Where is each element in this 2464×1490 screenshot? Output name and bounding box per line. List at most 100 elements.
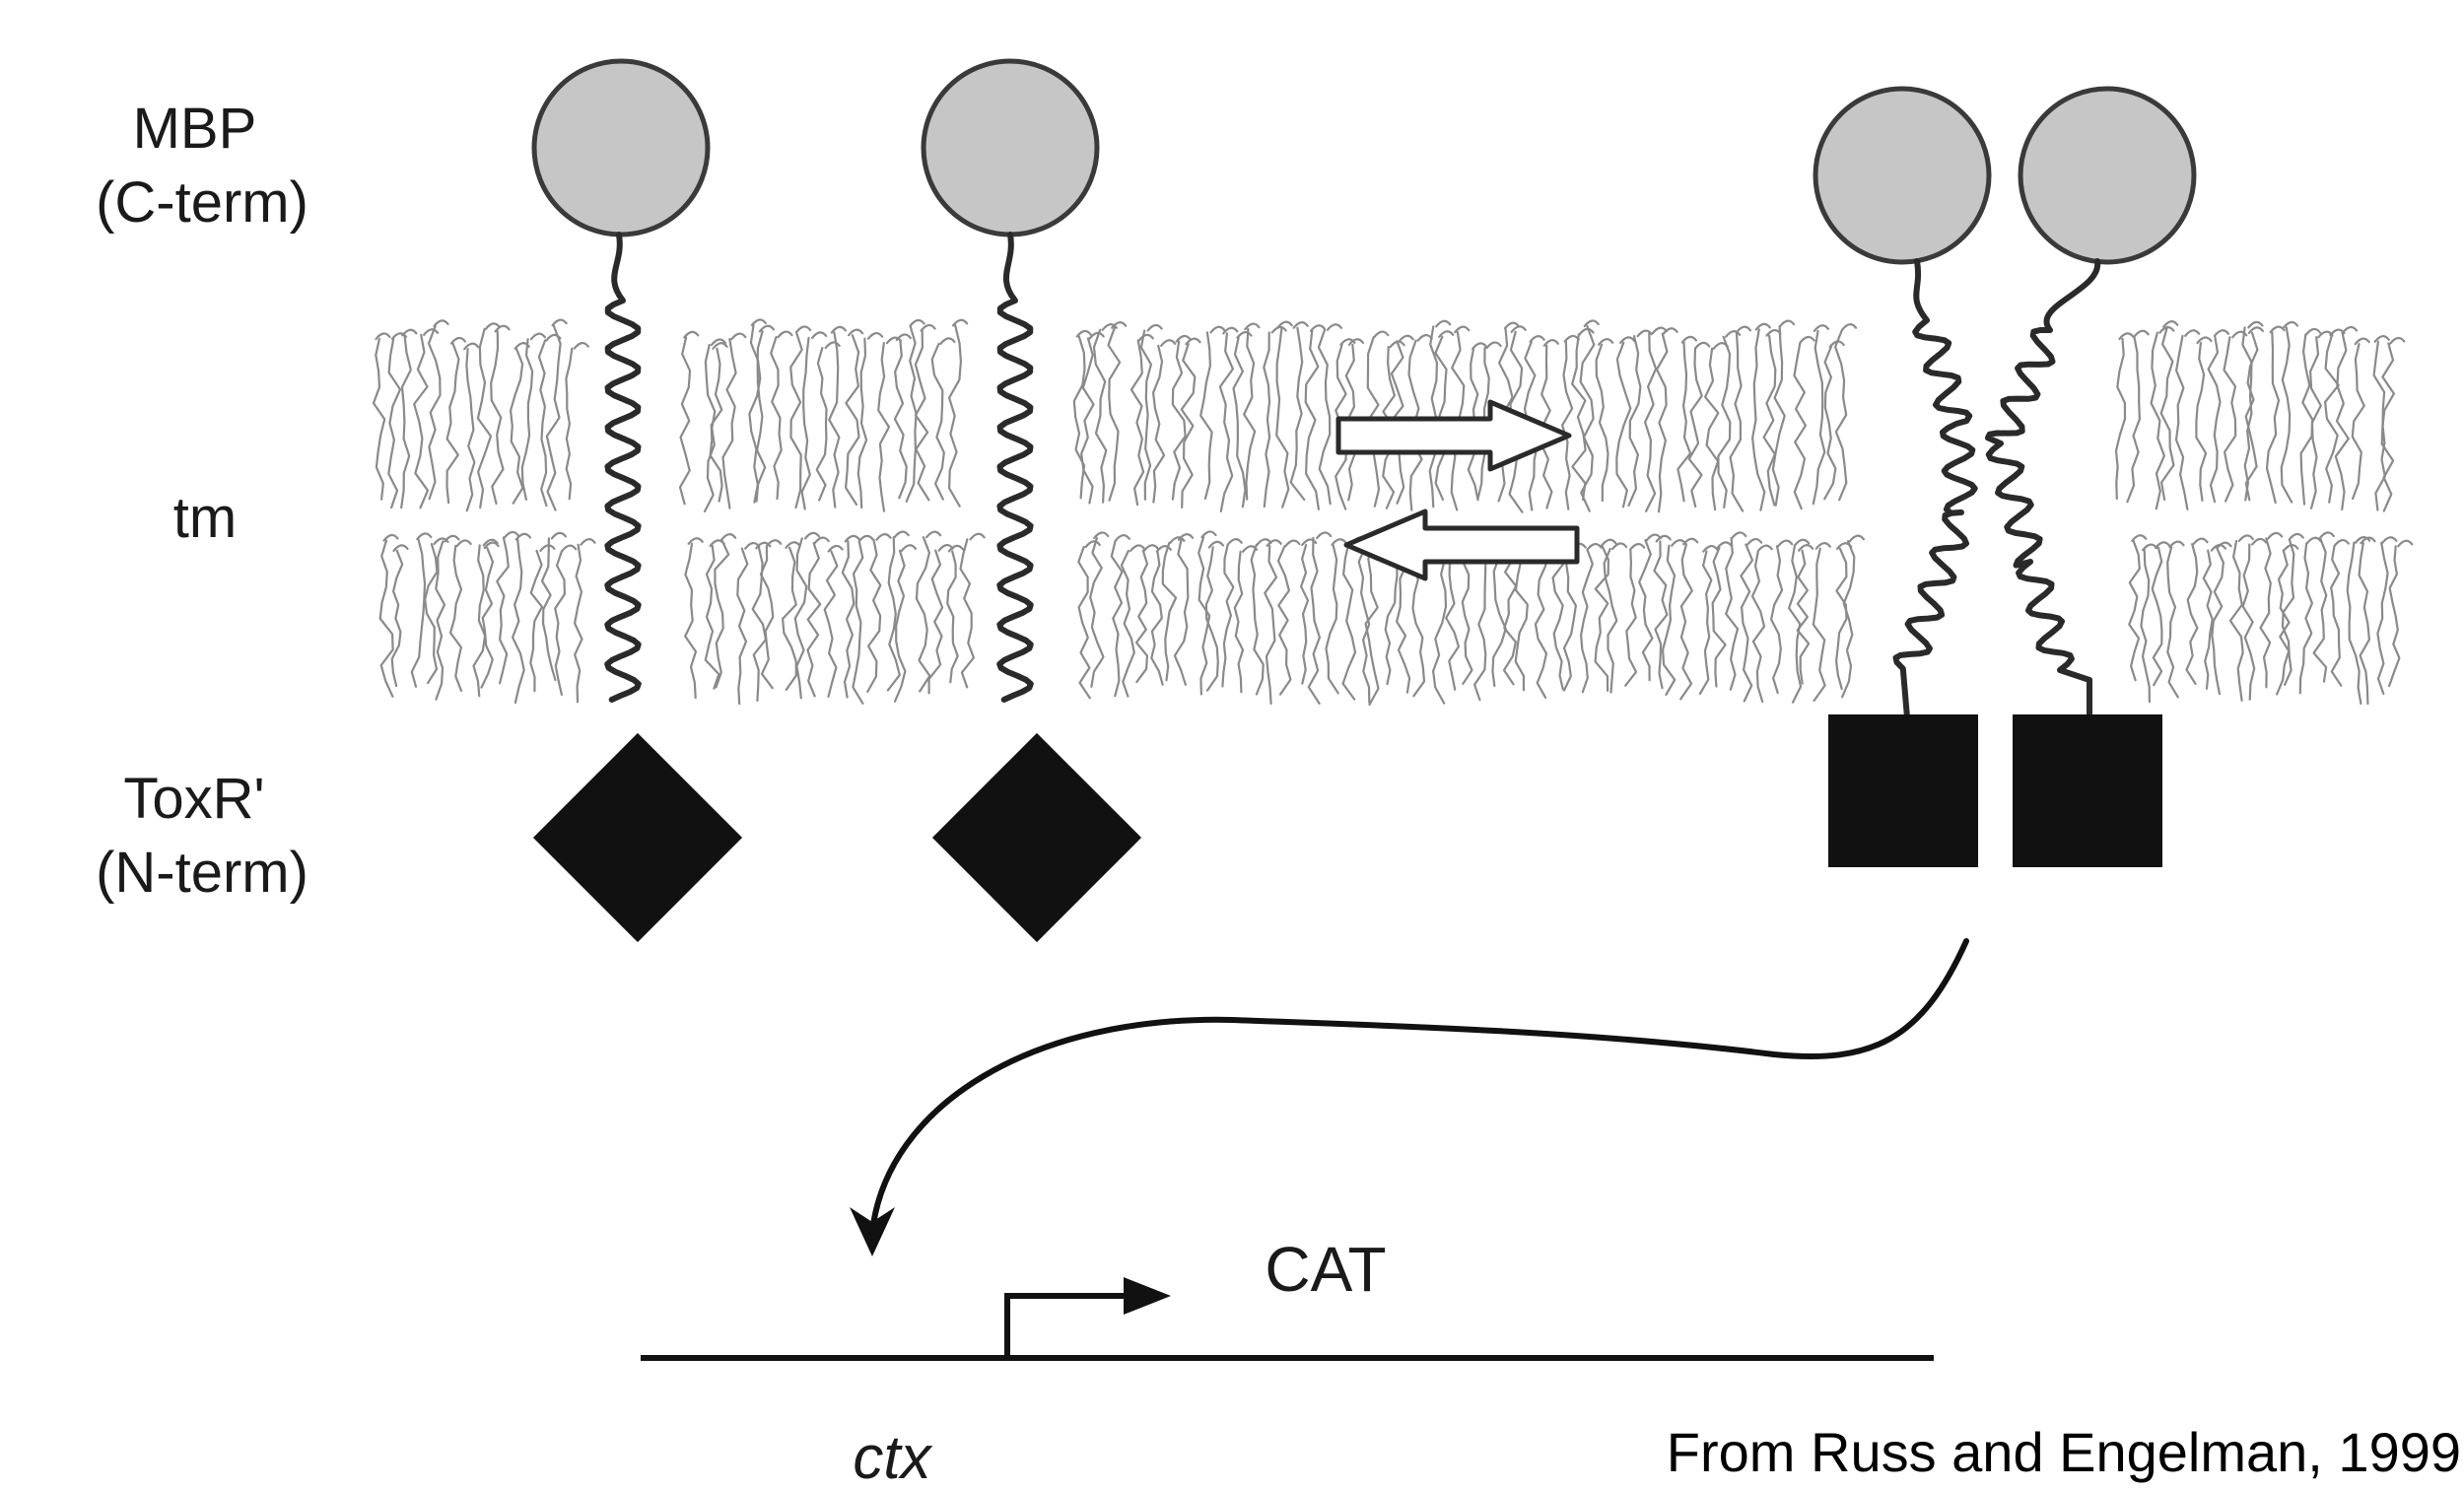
lipid-molecule [1092, 323, 1118, 504]
lipid-molecule [2334, 325, 2359, 511]
lipid-bilayer [372, 318, 2414, 707]
lipid-molecule [1698, 545, 1719, 695]
lipid-molecule [678, 330, 700, 506]
lipid-molecule [866, 533, 892, 693]
lipid-molecule [914, 323, 936, 502]
lipid-molecule [2265, 325, 2286, 505]
lipid-molecule [1264, 539, 1282, 706]
toxr-label: ToxR' (N-term) [96, 767, 308, 905]
lipid-molecule [1729, 325, 1751, 512]
lipid-molecule [413, 328, 440, 509]
lipid-molecule [815, 341, 841, 502]
lipid-molecule [748, 318, 767, 504]
tm-helix-1 [604, 232, 642, 703]
lipid-molecule [959, 532, 986, 689]
lipid-molecule [1551, 543, 1578, 691]
lipid-molecule [510, 342, 530, 505]
lipid-molecule [520, 332, 546, 501]
lipid-molecule [684, 537, 704, 700]
lipid-molecule [1107, 321, 1128, 502]
lipid-molecule [946, 544, 964, 684]
lipid-molecule [2346, 536, 2371, 706]
lipid-molecule [1834, 323, 1858, 502]
lipid-molecule [512, 532, 531, 705]
lipid-molecule [1218, 326, 1239, 512]
lipid-molecule [793, 531, 821, 700]
lipid-molecule [1603, 542, 1628, 694]
lipid-molecule [845, 328, 864, 507]
lipid-molecule [714, 533, 737, 689]
lipid-molecule [1275, 320, 1293, 508]
lipid-molecule [372, 332, 391, 501]
lipid-molecule [1304, 324, 1327, 510]
lipid-molecule [1579, 319, 1600, 512]
lipid-molecule [448, 539, 472, 693]
lipid-molecule [1110, 534, 1130, 698]
lipid-molecule [1204, 540, 1224, 692]
mbp-domain-3 [1813, 86, 1992, 265]
lipid-molecule [1562, 542, 1587, 692]
lipid-molecule [1812, 324, 1829, 506]
lipid-molecule [2241, 320, 2264, 502]
lipid-molecule [886, 530, 910, 692]
lipid-molecule [1796, 544, 1814, 685]
lipid-molecule [1687, 341, 1711, 508]
reporter-gene [641, 1277, 1934, 1361]
lipid-molecule [1221, 538, 1243, 688]
lipid-molecule [1289, 321, 1309, 502]
lipid-molecule [390, 544, 409, 688]
lipid-molecule [2211, 541, 2232, 696]
lipid-molecule [856, 332, 884, 509]
lipid-molecule [1120, 544, 1146, 698]
lipid-molecule [1812, 542, 1831, 703]
lipid-molecule [2228, 534, 2254, 702]
lipid-molecule [476, 322, 501, 509]
lipid-molecule [736, 542, 761, 706]
lipid-molecule [1627, 329, 1653, 507]
lipid-molecule [2309, 330, 2334, 509]
lipid-molecule [1771, 319, 1796, 507]
lipid-molecule [545, 318, 568, 511]
lipid-molecule [2151, 541, 2171, 687]
bent-arrow-icon [1004, 1277, 1171, 1358]
lipid-molecule [1080, 331, 1105, 505]
lipid-molecule [1243, 322, 1261, 501]
lipid-molecule [751, 541, 772, 702]
toxr-domain-2 [931, 732, 1142, 943]
lipid-molecule [537, 333, 562, 508]
lipid-molecule [1199, 325, 1226, 501]
lipid-molecule [1770, 539, 1794, 695]
lipid-molecule [1325, 538, 1347, 695]
lipid-molecule [1263, 325, 1287, 508]
lipid-molecule [1711, 541, 1733, 688]
lipid-molecule [1788, 538, 1811, 704]
lipid-molecule [1580, 543, 1603, 694]
lipid-molecule [893, 544, 918, 703]
lipid-molecule [915, 530, 942, 693]
lipid-molecule [852, 534, 874, 705]
lipid-molecule [2276, 544, 2299, 696]
lipid-molecule [800, 331, 828, 510]
lipid-molecule [2358, 536, 2376, 706]
ctx-label: ctx [853, 1424, 932, 1490]
lipid-molecule [1751, 322, 1771, 511]
lipid-molecule [1180, 337, 1201, 509]
lipid-molecule [841, 534, 860, 699]
lipid-molecule [1150, 545, 1172, 686]
lipid-molecule [2376, 536, 2398, 696]
lipid-molecule [1624, 543, 1646, 687]
lipid-molecule [1571, 327, 1595, 502]
lipid-molecule [1638, 533, 1662, 682]
mbp-domain-4 [2018, 86, 2197, 265]
lipid-molecule [1161, 536, 1186, 682]
mbp-domain-2 [921, 58, 1100, 237]
lipid-molecule [1677, 335, 1697, 503]
mbp-domain-1 [531, 58, 711, 237]
lipid-molecule [554, 544, 578, 696]
lipid-molecule [2174, 329, 2201, 510]
lipid-molecule [2195, 336, 2213, 502]
lipid-molecule [893, 333, 912, 500]
lipid-molecule [1644, 326, 1668, 512]
lipid-molecule [2259, 531, 2284, 689]
lipid-molecule [1750, 544, 1773, 704]
